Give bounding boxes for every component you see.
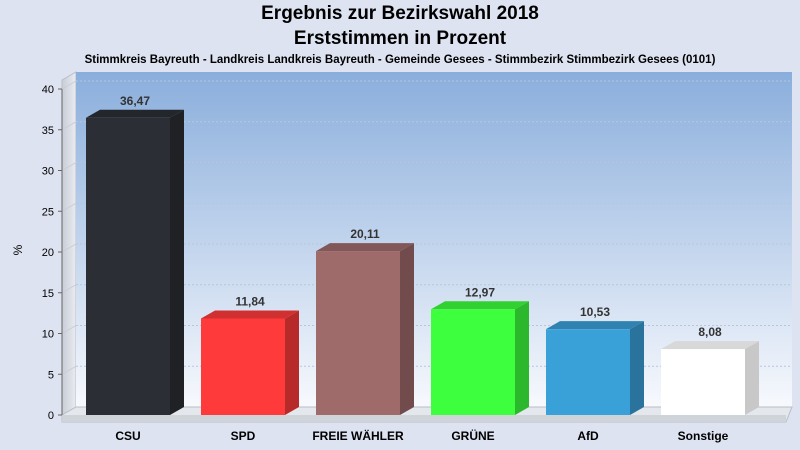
bar [661, 349, 745, 415]
gridline-side [61, 202, 77, 212]
data-label: 20,11 [350, 227, 380, 241]
gridline-side [61, 325, 77, 334]
bar-side [630, 321, 644, 415]
y-tick-label: 0 [48, 410, 54, 422]
x-tick-label: FREIE WÄHLER [312, 428, 404, 443]
bar [201, 318, 285, 415]
bar-top [316, 243, 414, 252]
y-tick-label: 15 [42, 288, 54, 300]
y-tick-label: 5 [48, 369, 54, 381]
data-label: 8,08 [698, 325, 722, 339]
bar-side [170, 109, 184, 415]
gridline-side [61, 365, 77, 375]
bar-top [661, 341, 759, 350]
data-label: 11,84 [235, 295, 265, 309]
gridline-side [61, 80, 77, 90]
gridline-side [61, 121, 77, 131]
y-tick-label: 25 [42, 206, 54, 218]
y-tick-label: 35 [42, 125, 54, 137]
bar-top [431, 301, 529, 310]
y-tick-label: 10 [42, 329, 54, 341]
data-label: 10,53 [580, 305, 610, 319]
x-tick-label: Sonstige [678, 429, 729, 443]
bar [431, 309, 515, 415]
data-label: 36,47 [120, 94, 150, 108]
x-tick-label: GRÜNE [451, 428, 494, 443]
data-label: 12,97 [465, 285, 495, 299]
bar-side [745, 341, 759, 415]
y-tick-label: 30 [42, 166, 54, 178]
bar-top [86, 109, 184, 118]
x-tick-label: AfD [577, 429, 599, 443]
x-tick-label: CSU [115, 429, 140, 443]
chart-title-2: Erststimmen in Prozent [293, 28, 507, 49]
bar [316, 251, 400, 415]
bar [86, 117, 170, 415]
bar-side [515, 301, 529, 415]
y-axis-label: % [11, 244, 25, 255]
x-tick-label: SPD [231, 429, 256, 443]
gridline-side [61, 162, 77, 171]
bar-side [400, 243, 414, 415]
bar-top [201, 310, 299, 319]
gridline-side [61, 243, 77, 253]
chart-subtitle: Stimmkreis Bayreuth - Landkreis Landkrei… [84, 54, 716, 66]
gridline-side [61, 284, 77, 294]
chart-title: Ergebnis zur Bezirkswahl 2018 [261, 3, 539, 24]
bar-top [546, 321, 644, 330]
bar-side [285, 310, 299, 415]
y-tick-label: 40 [42, 84, 54, 96]
bar [546, 329, 630, 415]
y-tick-label: 20 [42, 247, 54, 259]
floor-edge [62, 415, 786, 422]
